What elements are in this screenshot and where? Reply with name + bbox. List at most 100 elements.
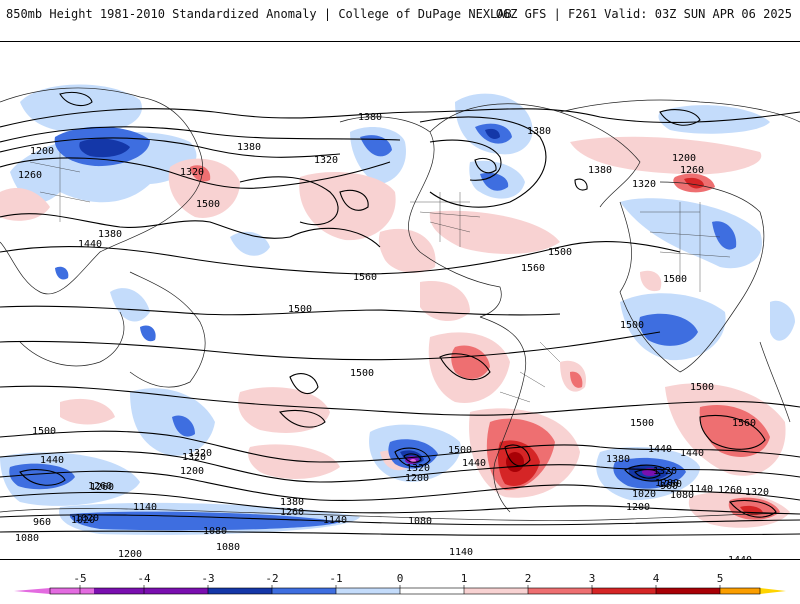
contour-label: 1500 bbox=[620, 320, 644, 331]
colorbar-bin-pos1 bbox=[464, 588, 528, 594]
contour-label: 1080 bbox=[216, 542, 240, 553]
contour-label: 1200 bbox=[30, 146, 54, 157]
contour-label: 1440 bbox=[728, 555, 752, 559]
contour-label: 1320 bbox=[632, 179, 656, 190]
contour-label: 1380 bbox=[280, 497, 304, 508]
colorbar-tick-label: 0 bbox=[397, 572, 404, 585]
contour-label: 1200 bbox=[672, 153, 696, 164]
contour-label: 1440 bbox=[462, 458, 486, 469]
contour-label: 1260 bbox=[680, 165, 704, 176]
contour-label: 1320 bbox=[653, 466, 677, 477]
colorbar-tick-label: 1 bbox=[461, 572, 468, 585]
colorbar-tick-label: -5 bbox=[73, 572, 86, 585]
contour-label: 1320 bbox=[314, 155, 338, 166]
map-header: 850mb Height 1981-2010 Standardized Anom… bbox=[0, 0, 800, 28]
contour-label: 1320 bbox=[406, 463, 430, 474]
colorbar-tick-label: -4 bbox=[137, 572, 151, 585]
colorbar-tick-label: -3 bbox=[201, 572, 214, 585]
contour-label: 1200 bbox=[180, 466, 204, 477]
contour-label: 1140 bbox=[133, 502, 157, 513]
colorbar-bin-neg4 bbox=[138, 588, 208, 594]
contour-label: 1440 bbox=[78, 239, 102, 250]
contour-label: 1500 bbox=[548, 247, 572, 258]
contour-label: 1200 bbox=[655, 478, 679, 489]
colorbar-bin-zero bbox=[400, 588, 464, 594]
contour-label: 1080 bbox=[203, 526, 227, 537]
contour-label: 1260 bbox=[18, 170, 42, 181]
contour-label: 1380 bbox=[588, 165, 612, 176]
contour-label: 1260 bbox=[658, 479, 682, 490]
contour-label: 1380 bbox=[527, 126, 551, 137]
contour-label: 1560 bbox=[732, 418, 756, 429]
contour-label: 1500 bbox=[288, 304, 312, 315]
contour-label: 1080 bbox=[15, 533, 39, 544]
contour-label: 1020 bbox=[632, 489, 656, 500]
map-title: 850mb Height 1981-2010 Standardized Anom… bbox=[6, 7, 512, 21]
anomaly-map: 1380 1380 1320 1200 1260 1320 1380 1440 … bbox=[0, 41, 800, 560]
contour-labels: 1380 1380 1320 1200 1260 1320 1380 1440 … bbox=[15, 112, 769, 559]
colorbar-bin-neg2 bbox=[272, 588, 336, 594]
contour-label: 1500 bbox=[32, 426, 56, 437]
colorbar-cap-high bbox=[760, 588, 786, 594]
contour-label: 1560 bbox=[521, 263, 545, 274]
contour-label: 1200 bbox=[626, 502, 650, 513]
colorbar-bin-neg45 bbox=[94, 588, 138, 594]
contour-label: 1080 bbox=[408, 516, 432, 527]
political-boundaries bbox=[29, 152, 731, 403]
colorbar-canvas: -5 -4 -3 -2 -1 0 1 2 3 4 5 bbox=[14, 572, 786, 595]
contour-label: 1020 bbox=[75, 513, 99, 524]
colorbar-bin-pos5 bbox=[720, 588, 760, 594]
contour-label: 1380 bbox=[606, 454, 630, 465]
colorbar-bin-neg1 bbox=[336, 588, 400, 594]
contour-label: 1080 bbox=[670, 490, 694, 501]
anomaly-colorbar: -5 -4 -3 -2 -1 0 1 2 3 4 5 bbox=[0, 568, 800, 600]
anomaly-pos4-fill bbox=[506, 452, 524, 472]
contour-label: 1200 bbox=[118, 549, 142, 559]
contour-label: 1320 bbox=[180, 167, 204, 178]
contour-label: 1380 bbox=[98, 229, 122, 240]
run-info: 06Z GFS | F261 Valid: 03Z SUN APR 06 202… bbox=[495, 7, 792, 21]
contour-label: 1380 bbox=[237, 142, 261, 153]
contour-label: 1440 bbox=[648, 444, 672, 455]
contour-label: 960 bbox=[33, 517, 51, 528]
contour-label: 960 bbox=[660, 481, 678, 492]
colorbar-tick-label: -2 bbox=[265, 572, 278, 585]
colorbar-bin-neg5 bbox=[50, 588, 94, 594]
contour-label: 1200 bbox=[405, 473, 429, 484]
contour-label: 1380 bbox=[358, 112, 382, 123]
contour-label: 1020 bbox=[71, 515, 95, 526]
colorbar-tick-label: 2 bbox=[525, 572, 532, 585]
contour-label: 1320 bbox=[745, 487, 769, 498]
colorbar-tick-label: 3 bbox=[589, 572, 596, 585]
map-canvas: 1380 1380 1320 1200 1260 1320 1380 1440 … bbox=[0, 42, 800, 559]
coastlines bbox=[0, 87, 800, 521]
contour-label: 1500 bbox=[196, 199, 220, 210]
contour-label: 1080 bbox=[335, 558, 359, 559]
contour-label: 1500 bbox=[448, 445, 472, 456]
colorbar-bin-pos2 bbox=[528, 588, 592, 594]
contour-label: 1500 bbox=[663, 274, 687, 285]
contour-label: 1260 bbox=[88, 481, 112, 492]
contour-label: 1440 bbox=[680, 448, 704, 459]
colorbar-tick-label: -1 bbox=[329, 572, 342, 585]
contour-label: 1500 bbox=[350, 368, 374, 379]
colorbar-bin-pos3 bbox=[592, 588, 656, 594]
contour-label: 1320 bbox=[182, 452, 206, 463]
colorbar-tick-label: 5 bbox=[717, 572, 724, 585]
contour-label: 1260 bbox=[280, 507, 304, 518]
colorbar-cap-low bbox=[14, 588, 50, 594]
contour-label: 1260 bbox=[90, 482, 114, 493]
contour-label: 1500 bbox=[630, 418, 654, 429]
contour-label: 1140 bbox=[689, 484, 713, 495]
colorbar-bin-neg3 bbox=[208, 588, 272, 594]
height-contours bbox=[0, 91, 800, 537]
contour-label: 1260 bbox=[718, 485, 742, 496]
contour-label: 1320 bbox=[188, 448, 212, 459]
contour-label: 1140 bbox=[323, 515, 347, 526]
colorbar-tick-label: 4 bbox=[653, 572, 660, 585]
contour-label: 1140 bbox=[449, 547, 473, 558]
colorbar-bin-pos4 bbox=[656, 588, 720, 594]
contour-label: 1440 bbox=[40, 455, 64, 466]
contour-label: 1500 bbox=[690, 382, 714, 393]
contour-label: 1560 bbox=[353, 272, 377, 283]
